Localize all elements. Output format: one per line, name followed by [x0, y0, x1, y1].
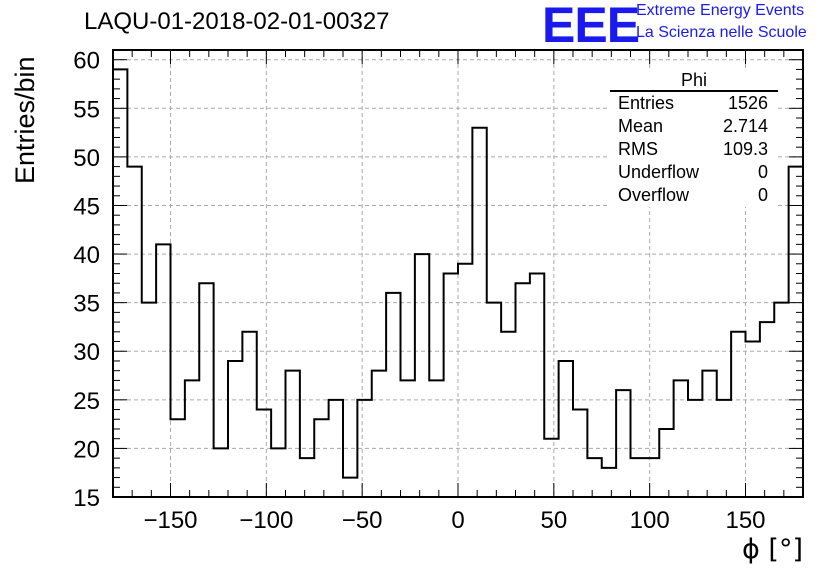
histogram-bin [228, 361, 242, 497]
histogram-bin [616, 390, 630, 497]
histogram-bin [199, 283, 213, 497]
histogram-series [113, 68, 804, 498]
histogram-bin [544, 439, 558, 497]
stats-row-mean: Mean 2.714 [610, 115, 778, 138]
histogram-bin [372, 371, 386, 497]
histogram-bin [688, 400, 702, 497]
histogram-bin [429, 380, 443, 497]
x-tick-label: 0 [451, 507, 464, 534]
stats-title: Phi [610, 70, 778, 92]
histogram-bin [185, 380, 199, 497]
x-tick-label: 100 [630, 507, 670, 534]
histogram-bin [113, 69, 127, 497]
histogram-bin [329, 400, 343, 497]
stats-value: 0 [757, 185, 768, 205]
y-tick-label: 30 [73, 339, 100, 366]
histogram-bin [731, 332, 745, 497]
histogram-bin [746, 342, 760, 497]
y-tick-label: 45 [73, 193, 100, 220]
histogram-bin [717, 400, 731, 497]
y-tick-label: 55 [73, 96, 100, 123]
stats-value: 1526 [727, 93, 768, 113]
histogram-bin [631, 458, 645, 497]
histogram-bin [314, 419, 328, 497]
y-axis-label: Entries/bin [10, 56, 40, 184]
x-tick-label: −100 [239, 507, 293, 534]
histogram-bin [444, 274, 458, 498]
stats-row-rms: RMS 109.3 [610, 138, 778, 161]
x-tick-label: −50 [342, 507, 383, 534]
histogram-bin [516, 283, 530, 497]
stats-label: Overflow [618, 185, 690, 205]
histogram-bin [242, 332, 256, 497]
stats-row-underflow: Underflow 0 [610, 161, 778, 184]
histogram-bin [156, 244, 170, 497]
histogram-bin [702, 371, 716, 497]
histogram-bin [530, 274, 544, 498]
histogram-bin [501, 332, 515, 497]
histogram-bin [587, 458, 601, 497]
histogram-bin [760, 322, 774, 497]
y-tick-label: 50 [73, 145, 100, 172]
histogram-bin [458, 264, 472, 497]
histogram-bin [472, 128, 486, 497]
histogram-bin [487, 303, 501, 497]
y-tick-label: 40 [73, 242, 100, 269]
y-tick-label: 15 [73, 485, 100, 512]
histogram-bin [559, 361, 573, 497]
stats-row-entries: Entries 1526 [610, 92, 778, 115]
stats-value: 109.3 [722, 139, 768, 159]
stats-box: Phi Entries 1526 Mean 2.714 RMS 109.3 Un… [610, 70, 778, 207]
logo-tagline-2: La Scienza nelle Scuole [636, 24, 807, 41]
stats-value: 2.714 [722, 116, 768, 136]
histogram-bin [300, 458, 314, 497]
histogram-bin [357, 400, 371, 497]
logo-tagline-1: Extreme Energy Events [636, 2, 805, 19]
stats-row-overflow: Overflow 0 [610, 184, 778, 207]
stats-label: Entries [618, 93, 675, 113]
x-tick-label: −150 [143, 507, 197, 534]
histogram-line [113, 68, 804, 479]
plot-frame [112, 49, 804, 498]
stats-label: RMS [618, 139, 658, 159]
y-tick-label: 20 [73, 436, 100, 463]
histogram-bin [142, 303, 156, 497]
y-tick-label: 60 [73, 48, 100, 75]
histogram-bin [171, 419, 185, 497]
histogram-bin [286, 371, 300, 497]
stats-label: Mean [618, 116, 664, 136]
tick-labels: −150 −100 −50 0 50 100 150 15 20 25 30 35 40 45 50 55 60 [73, 48, 765, 534]
y-tick-label: 25 [73, 388, 100, 415]
stats-value: 0 [757, 162, 768, 182]
histogram-bin [774, 303, 788, 497]
histogram-bin [674, 380, 688, 497]
plot-title: LAQU-01-2018-02-01-00327 [84, 8, 390, 35]
histogram-bin [645, 458, 659, 497]
histogram-bin [789, 167, 803, 497]
histogram-bin [214, 448, 228, 497]
y-tick-label: 35 [73, 291, 100, 318]
histogram-bin [386, 293, 400, 497]
x-tick-label: 150 [725, 507, 765, 534]
histogram-bin [602, 468, 616, 497]
histogram-bin [415, 254, 429, 497]
histogram-bin [127, 167, 141, 497]
eee-logo: EEE [542, 0, 640, 53]
histogram-bin [573, 410, 587, 497]
histogram-bin [343, 478, 357, 497]
x-tick-label: 50 [540, 507, 567, 534]
histogram-bin [659, 429, 673, 497]
stats-label: Underflow [618, 162, 700, 182]
histogram-bin [401, 380, 415, 497]
histogram-bin [257, 410, 271, 497]
histogram-bin [271, 448, 285, 497]
x-axis-label: ϕ [°] [742, 534, 803, 565]
